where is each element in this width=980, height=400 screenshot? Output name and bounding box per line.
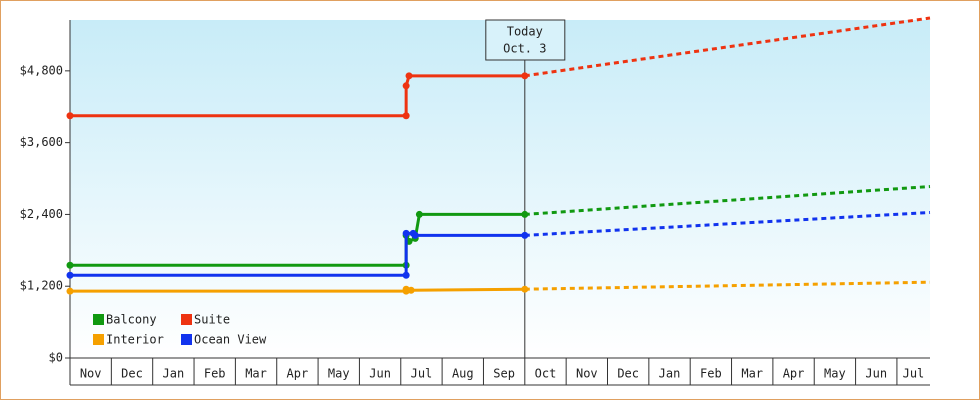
x-tick-label: Jan [659,367,681,381]
point [407,286,415,294]
point [411,231,419,239]
plot-background [70,20,930,358]
x-tick-label: Apr [287,367,309,381]
point [402,82,410,90]
forecast-line [524,210,931,237]
x-tick-label: Mar [245,367,267,381]
x-tick-label: Nov [80,367,102,381]
y-tick-label: $4,800 [20,63,63,77]
x-tick-label: Mar [741,367,763,381]
legend-label: Ocean View [194,333,267,347]
point [66,287,74,295]
x-tick-label: May [328,367,350,381]
x-tick-label: May [824,367,846,381]
today-box [485,19,566,61]
x-tick-label: Apr [783,367,805,381]
x-tick-label: Nov [576,367,598,381]
point [521,72,529,80]
x-tick-label: Jul [411,367,433,381]
legend-swatch [93,334,104,345]
today-label: Today [507,25,543,39]
point [402,229,410,237]
legend-swatch [93,314,104,325]
point [66,112,74,120]
forecast-line [524,184,931,216]
x-tick-label: Jun [865,367,887,381]
point [405,72,413,80]
today-label: Oct. 3 [503,42,546,56]
x-tick-label: Feb [204,367,226,381]
legend-label: Interior [106,333,164,347]
point [66,261,74,269]
point [521,231,529,239]
x-tick-label: Sep [493,367,515,381]
forecast-line [524,280,931,291]
x-tick-label: Dec [617,367,639,381]
point [402,112,410,120]
x-tick-label: Oct [535,367,557,381]
x-tick-label: Aug [452,367,474,381]
x-tick-label: Jul [903,367,925,381]
x-tick-label: Jan [163,367,185,381]
x-tick-label: Feb [700,367,722,381]
legend-label: Suite [194,313,230,327]
series-line [70,231,525,277]
y-tick-label: $3,600 [20,135,63,149]
y-tick-label: $1,200 [20,279,63,293]
legend-swatch [181,334,192,345]
legend-label: Balcony [106,313,157,327]
point [521,285,529,293]
x-tick-label: Jun [369,367,391,381]
point [415,210,423,218]
point [521,210,529,218]
point [66,271,74,279]
y-tick-label: $0 [49,351,63,365]
point [402,271,410,279]
y-tick-label: $2,400 [20,207,63,221]
legend-swatch [181,314,192,325]
x-tick-label: Dec [121,367,143,381]
